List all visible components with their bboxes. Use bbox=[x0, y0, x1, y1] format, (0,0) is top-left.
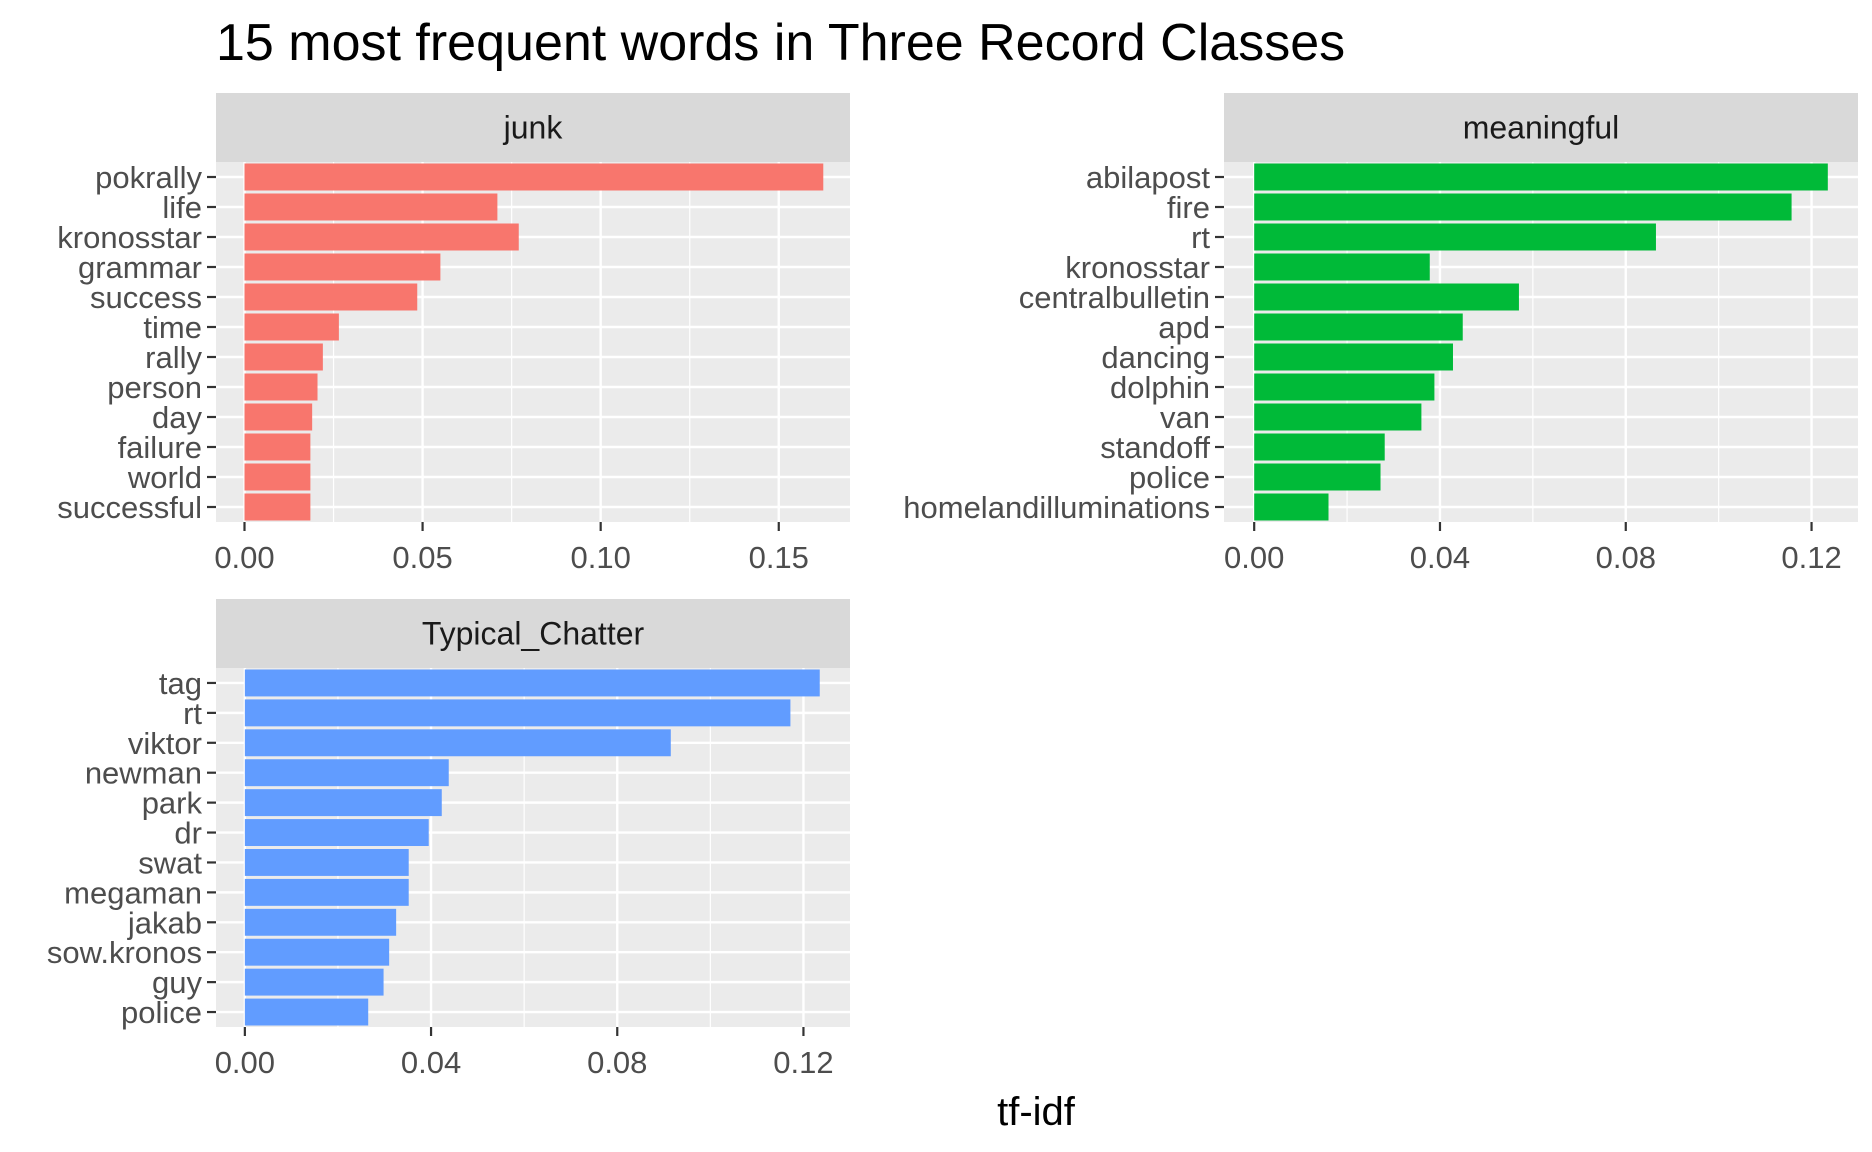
panel-background bbox=[216, 162, 850, 522]
y-tick-label-success: success bbox=[90, 280, 202, 315]
y-tick-label-failure: failure bbox=[118, 430, 202, 465]
y-tick-label-park: park bbox=[142, 786, 203, 821]
x-tick-label: 0.10 bbox=[571, 540, 631, 575]
facet-typical-chatter: Typical_Chattertagrtviktornewmanparkdrsw… bbox=[47, 599, 850, 1080]
bar-dancing bbox=[1254, 343, 1453, 371]
y-tick-label-world: world bbox=[127, 460, 202, 495]
bar-sow-kronos bbox=[244, 938, 390, 966]
bar-day bbox=[244, 403, 313, 431]
y-tick-label-grammar: grammar bbox=[78, 250, 202, 285]
y-tick-label-police: police bbox=[121, 995, 202, 1030]
y-tick-label-day: day bbox=[152, 400, 202, 435]
bar-abilapost bbox=[1254, 163, 1828, 191]
y-tick-label-centralbulletin: centralbulletin bbox=[1019, 280, 1210, 315]
y-tick-label-rt: rt bbox=[1191, 220, 1210, 255]
bar-newman bbox=[244, 759, 449, 787]
y-tick-label-van: van bbox=[1160, 400, 1210, 435]
bar-jakab bbox=[244, 908, 397, 936]
bar-police bbox=[244, 998, 369, 1026]
y-tick-label-sow-kronos: sow.kronos bbox=[47, 935, 202, 970]
x-tick-label: 0.00 bbox=[214, 540, 274, 575]
y-tick-label-abilapost: abilapost bbox=[1086, 160, 1210, 195]
y-tick-label-newman: newman bbox=[85, 756, 202, 791]
y-tick-label-dancing: dancing bbox=[1101, 340, 1210, 375]
x-tick-label: 0.08 bbox=[1596, 540, 1656, 575]
bar-dolphin bbox=[1254, 373, 1435, 401]
x-axis-title: tf-idf bbox=[997, 1090, 1076, 1134]
bar-pokrally bbox=[244, 163, 824, 191]
y-tick-label-tag: tag bbox=[159, 666, 202, 701]
y-tick-label-viktor: viktor bbox=[128, 726, 202, 761]
bar-person bbox=[244, 373, 318, 401]
y-tick-label-jakab: jakab bbox=[127, 905, 202, 940]
bar-successful bbox=[244, 493, 311, 521]
bar-success bbox=[244, 283, 418, 311]
x-tick-label: 0.08 bbox=[587, 1045, 647, 1080]
facet-strip-label: junk bbox=[503, 110, 564, 146]
bar-guy bbox=[244, 968, 384, 996]
x-tick-label: 0.12 bbox=[773, 1045, 833, 1080]
bar-rt bbox=[244, 699, 791, 727]
y-tick-label-successful: successful bbox=[57, 490, 202, 525]
y-tick-label-person: person bbox=[107, 370, 202, 405]
bar-tag bbox=[244, 669, 820, 697]
y-tick-label-rt: rt bbox=[183, 696, 202, 731]
y-tick-label-pokrally: pokrally bbox=[95, 160, 202, 195]
x-tick-label: 0.00 bbox=[215, 1045, 275, 1080]
y-tick-label-fire: fire bbox=[1167, 190, 1210, 225]
x-tick-label: 0.00 bbox=[1224, 540, 1284, 575]
bar-viktor bbox=[244, 729, 671, 757]
facet-junk: junkpokrallylifekronosstargrammarsuccess… bbox=[57, 93, 850, 575]
bar-van bbox=[1254, 403, 1422, 431]
y-tick-label-standoff: standoff bbox=[1100, 430, 1210, 465]
y-tick-label-kronosstar: kronosstar bbox=[57, 220, 202, 255]
x-tick-label: 0.04 bbox=[401, 1045, 461, 1080]
y-tick-label-police: police bbox=[1129, 460, 1210, 495]
y-tick-label-guy: guy bbox=[152, 965, 202, 1000]
bar-kronosstar bbox=[244, 223, 519, 251]
bar-homelandilluminations bbox=[1254, 493, 1329, 521]
facet-strip bbox=[216, 599, 850, 668]
bar-centralbulletin bbox=[1254, 283, 1519, 311]
y-tick-label-megaman: megaman bbox=[64, 875, 202, 910]
x-tick-label: 0.05 bbox=[392, 540, 452, 575]
bar-rally bbox=[244, 343, 323, 371]
bar-megaman bbox=[244, 878, 409, 906]
facet-strip-label: Typical_Chatter bbox=[422, 616, 645, 652]
panel-background bbox=[216, 668, 850, 1027]
bar-swat bbox=[244, 848, 409, 876]
bar-world bbox=[244, 463, 311, 491]
y-tick-label-life: life bbox=[162, 190, 202, 225]
bar-kronosstar bbox=[1254, 253, 1430, 281]
bar-dr bbox=[244, 819, 429, 847]
bar-failure bbox=[244, 433, 311, 461]
y-tick-label-rally: rally bbox=[145, 340, 202, 375]
bar-time bbox=[244, 313, 339, 341]
y-tick-label-kronosstar: kronosstar bbox=[1065, 250, 1210, 285]
y-tick-label-time: time bbox=[143, 310, 202, 345]
y-tick-label-dr: dr bbox=[174, 816, 202, 851]
x-tick-label: 0.12 bbox=[1781, 540, 1841, 575]
bar-police bbox=[1254, 463, 1381, 491]
y-tick-label-apd: apd bbox=[1158, 310, 1210, 345]
bar-standoff bbox=[1254, 433, 1385, 461]
panel-background bbox=[1224, 162, 1858, 522]
bar-rt bbox=[1254, 223, 1656, 251]
y-tick-label-swat: swat bbox=[138, 845, 202, 880]
bar-apd bbox=[1254, 313, 1463, 341]
x-tick-label: 0.04 bbox=[1410, 540, 1470, 575]
bar-park bbox=[244, 789, 442, 817]
facet-strip bbox=[216, 93, 850, 162]
y-tick-label-dolphin: dolphin bbox=[1110, 370, 1210, 405]
bar-life bbox=[244, 193, 498, 221]
bar-fire bbox=[1254, 193, 1792, 221]
chart-title: 15 most frequent words in Three Record C… bbox=[216, 14, 1345, 72]
bar-grammar bbox=[244, 253, 441, 281]
facet-strip bbox=[1224, 93, 1858, 162]
facet-strip-label: meaningful bbox=[1463, 110, 1620, 146]
x-tick-label: 0.15 bbox=[749, 540, 809, 575]
facet-meaningful: meaningful abilapostfirertkronosstarcentr… bbox=[903, 93, 1858, 575]
y-tick-label-homelandilluminations: homelandilluminations bbox=[903, 490, 1210, 525]
